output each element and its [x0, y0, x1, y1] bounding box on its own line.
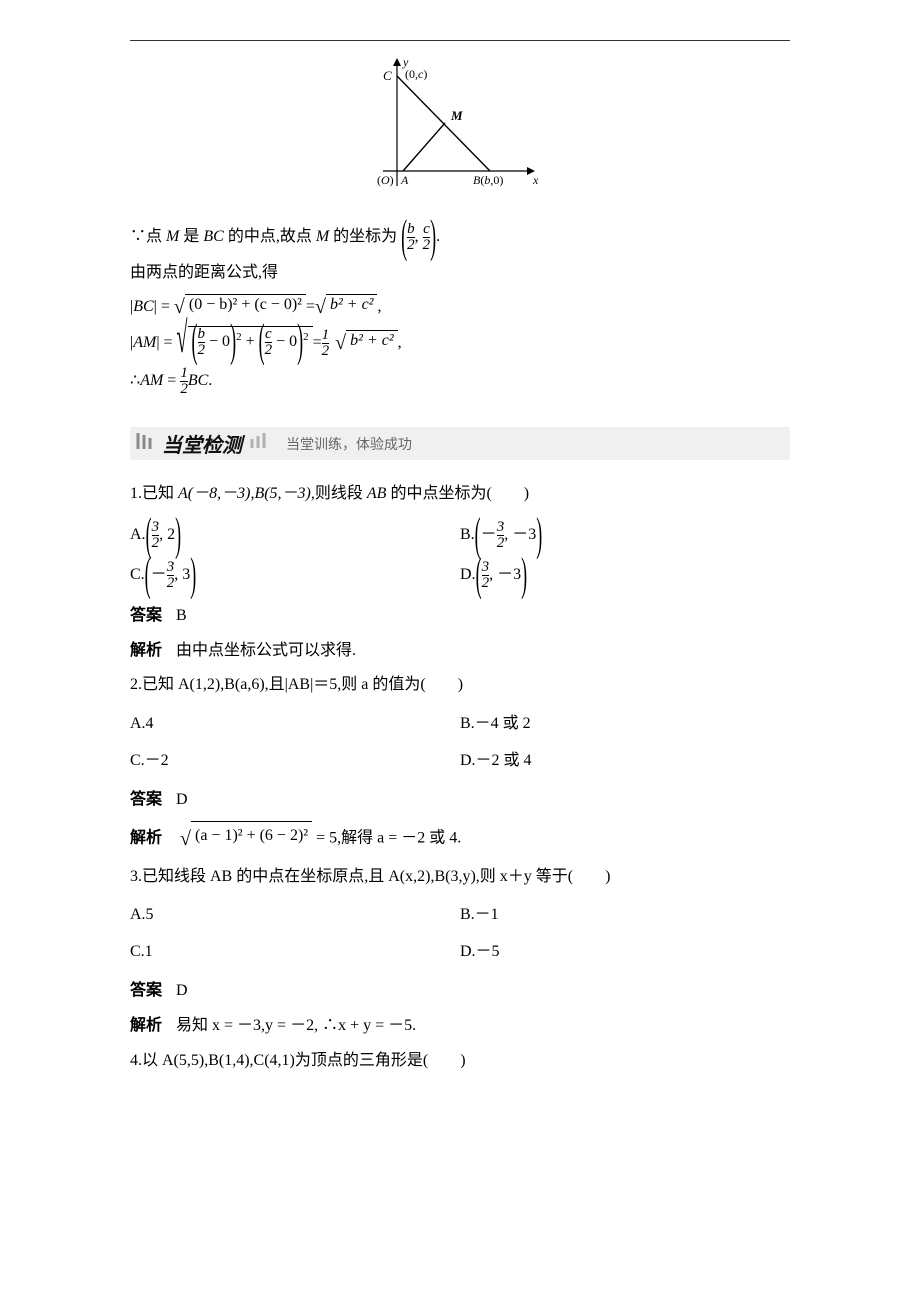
svg-text:x: x: [532, 173, 539, 187]
radicand: b² + c²: [326, 294, 378, 316]
BC: BC: [188, 372, 208, 389]
rparen: ): [430, 194, 436, 278]
q1-stem: 1.已知 A(－8,－3),B(5,－3),则线段 AB 的中点坐标为( ): [130, 480, 790, 509]
svg-text:(0,c): (0,c): [405, 67, 427, 81]
eq: =: [163, 372, 180, 389]
stripe-icon: [136, 431, 156, 456]
q3-opt-D: D.－5: [460, 938, 790, 967]
period: .: [208, 372, 212, 389]
frac-c2: c2: [423, 222, 431, 253]
radicand: (0 − b)² + (c − 0)²: [185, 294, 306, 316]
eq-AM: |AM| = √ (b2 − 0)2 + (c2 − 0)2 = 12 √b² …: [130, 326, 790, 360]
eq: =: [306, 297, 315, 318]
sqrt: √ (b2 − 0)2 + (c2 − 0)2: [177, 326, 313, 360]
lparen: (: [401, 194, 407, 278]
num: c: [423, 222, 431, 237]
q1-options: A.(32, 2) B.(－32, －3) C.(－32, 3) D.(32, …: [130, 515, 790, 596]
q3-options: A.5 B.－1 C.1 D.－5: [130, 897, 790, 971]
header-rule: [130, 40, 790, 41]
frac-b2: b2: [407, 222, 415, 253]
q2-opt-C: C.－2: [130, 747, 460, 776]
q1-explanation: 解析由中点坐标公式可以求得.: [130, 637, 790, 666]
svg-text:M: M: [450, 108, 463, 123]
text: ∵点: [130, 228, 166, 245]
var-M: M: [166, 228, 179, 245]
q3-opt-B: B.－1: [460, 901, 790, 930]
proof-line-2: 由两点的距离公式,得: [130, 259, 790, 288]
radicand: b² + c²: [346, 330, 398, 352]
q1-answer: 答案B: [130, 602, 790, 631]
var-M2: M: [316, 228, 329, 245]
q3-opt-A: A.5: [130, 901, 460, 930]
q2-explanation: 解析 √(a − 1)² + (6 − 2)² = 5,解得 a = －2 或 …: [130, 821, 790, 857]
svg-text:C: C: [383, 68, 392, 83]
q2-opt-A: A.4: [130, 710, 460, 739]
q2-opt-B: B.－4 或 2: [460, 710, 790, 739]
q2-options: A.4 B.－4 或 2 C.－2 D.－2 或 4: [130, 706, 790, 780]
stripe-icon-2: [250, 432, 270, 455]
q3-answer: 答案D: [130, 977, 790, 1006]
sqrt: √(a − 1)² + (6 − 2)²: [180, 821, 312, 857]
q3-opt-C: C.1: [130, 938, 460, 967]
q2-opt-D: D.－2 或 4: [460, 747, 790, 776]
half: 12: [180, 366, 188, 397]
section-title: 当堂检测: [162, 429, 242, 458]
svg-text:(O): (O): [377, 173, 394, 187]
radicand: (a − 1)² + (6 − 2)²: [191, 821, 312, 851]
q3-stem: 3.已知线段 AB 的中点在坐标原点,且 A(x,2),B(3,y),则 x＋y…: [130, 863, 790, 892]
proof-conclusion: ∴AM = 12BC.: [130, 366, 790, 397]
eq-BC: |BC| = √(0 − b)² + (c − 0)² = √b² + c²,: [130, 294, 790, 320]
comma: ,: [415, 228, 423, 245]
q1-opt-B: B.(－32, －3): [460, 519, 790, 551]
AM: AM: [140, 372, 163, 389]
text: 的坐标为: [329, 228, 397, 245]
num: b: [407, 222, 415, 237]
sqrt-2: √b² + c²: [315, 294, 377, 320]
lhs: |BC| =: [130, 297, 174, 318]
eq: =: [313, 333, 322, 354]
svg-text:A: A: [400, 173, 409, 187]
radicand: (b2 − 0)2 + (c2 − 0)2: [188, 326, 313, 360]
q2-answer: 答案D: [130, 786, 790, 815]
lhs: |AM| =: [130, 333, 177, 354]
den: 2: [423, 237, 431, 253]
diagram-svg: y x C (0,c) M (O) A B(b,0): [375, 56, 545, 196]
q4-stem: 4.以 A(5,5),B(1,4),C(4,1)为顶点的三角形是( ): [130, 1047, 790, 1076]
comma: ,: [377, 297, 381, 318]
period: .: [436, 228, 440, 245]
text: 的中点,故点: [224, 228, 316, 245]
section-header: 当堂检测 当堂训练，体验成功: [130, 427, 790, 460]
den: 2: [407, 237, 415, 253]
therefore: ∴: [130, 372, 140, 389]
triangle-diagram: y x C (0,c) M (O) A B(b,0): [130, 56, 790, 201]
svg-text:B(b,0): B(b,0): [473, 173, 503, 187]
text: 是: [179, 228, 203, 245]
proof-line-1: ∵点 M 是 BC 的中点,故点 M 的坐标为 (b2, c2).: [130, 221, 790, 253]
q1-opt-D: D.(32, －3): [460, 559, 790, 591]
sqrt-2: √b² + c²: [335, 330, 397, 356]
comma: ,: [398, 333, 402, 354]
q3-explanation: 解析易知 x = －3,y = －2, ∴x + y = －5.: [130, 1012, 790, 1041]
var-BC: BC: [203, 228, 223, 245]
q1-opt-A: A.(32, 2): [130, 519, 460, 551]
q2-stem: 2.已知 A(1,2),B(a,6),且|AB|＝5,则 a 的值为( ): [130, 671, 790, 700]
half: 12: [322, 328, 330, 359]
section-subtitle: 当堂训练，体验成功: [286, 434, 412, 454]
